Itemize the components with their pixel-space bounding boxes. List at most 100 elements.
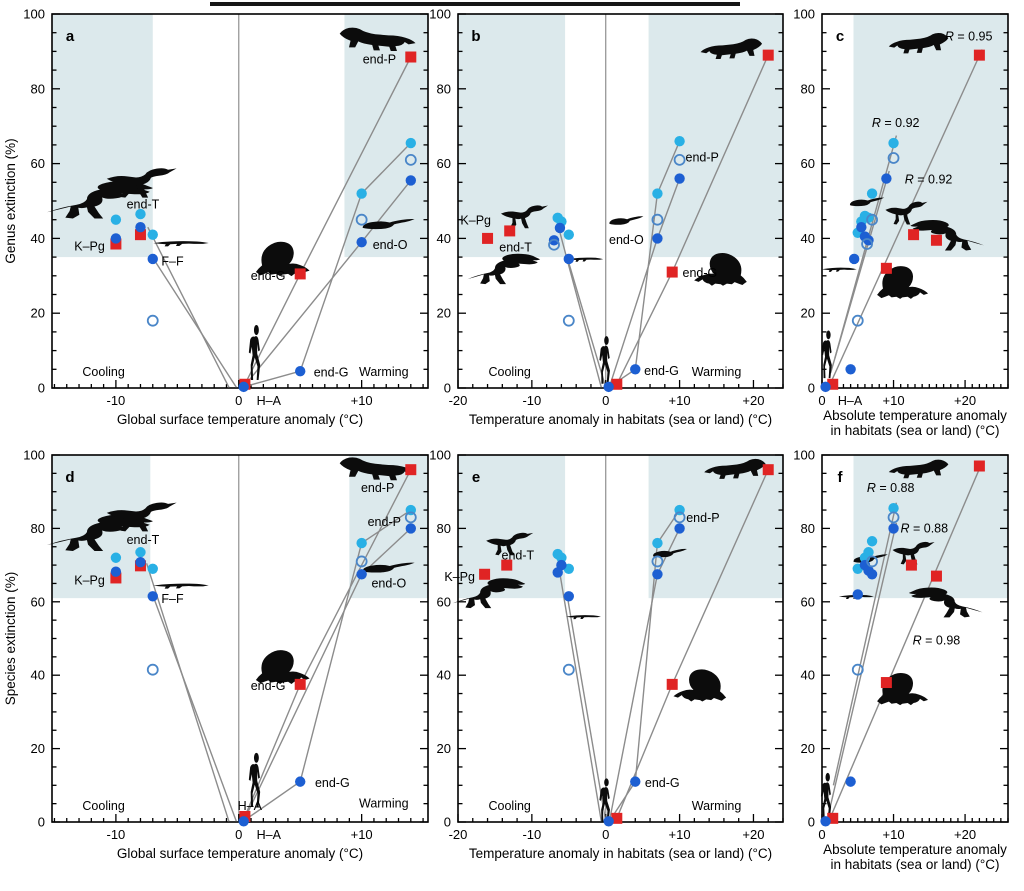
terrestrial-point-red-square [482,232,494,244]
x-tick-label: +10 [351,393,373,408]
connector-line [832,502,898,786]
y-tick-label: 40 [801,231,815,246]
x-axis-title: Global surface temperature anomaly (°C) [117,412,363,427]
terrestrial-point-red-square [973,460,985,472]
y-tick-label: 20 [31,306,45,321]
gorgonopsid-icon [339,27,416,51]
marine-point-cyan-circle [147,229,158,240]
x-tick-label: +10 [883,827,905,842]
top-crop-bar [210,2,740,6]
annotation-label: Warming [692,365,742,379]
y-tick-label: 80 [801,521,815,536]
annotation-label: end-T [127,533,160,547]
open-circle-point [548,238,560,251]
below-axis-label: H–A [257,828,282,842]
marine-point-blue-circle [888,523,899,534]
x-tick-label: -20 [449,393,468,408]
x-tick-label: +20 [954,393,976,408]
marine-point-cyan-circle [110,552,122,563]
annotation-label: end-T [127,198,160,212]
annotation-label: end-T [502,549,535,563]
panel-letter: e [472,469,480,486]
tick-marks [821,454,1009,823]
annotation-label: end-G [683,266,718,280]
marine-point-blue-circle [405,523,416,534]
annotation-label: R = 0.92 [872,116,920,130]
terrestrial-point-red-square [611,378,623,390]
raptor-icon [500,205,549,229]
y-tick-label: 20 [437,306,451,321]
terrestrial-point-red-square [880,677,892,689]
y-tick-label: 60 [801,156,815,171]
annotation-label: end-G [315,776,350,790]
dimetrodon-icon [877,266,929,299]
y-tick-label: 20 [801,741,815,756]
human-icon [248,324,261,380]
marine-point-cyan-circle [866,188,878,199]
y-tick-label: 80 [31,81,45,96]
gorgonopsid-icon [888,459,949,479]
marine-point-blue-circle [552,567,563,578]
annotation-label: R = 0.92 [905,172,953,186]
marine-point-blue-circle [238,381,249,393]
x-tick-label: -20 [449,827,468,842]
tick-marks [457,13,784,389]
connector-line [243,142,412,388]
marine-point-blue-circle [135,556,146,568]
marine-point-blue-circle [147,591,158,602]
marine-point-blue-circle [820,381,831,393]
terrestrial-point-red-square [294,678,306,690]
annotation-label: R = 0.88 [867,481,915,495]
marine-point-blue-circle [147,253,158,265]
y-tick-label: 80 [437,521,451,536]
marine-point-blue-circle [356,569,367,580]
y-tick-label: 100 [23,448,45,463]
marine-point-blue-circle [356,236,367,248]
y-tick-label: 40 [801,668,815,683]
connector-line [828,462,983,821]
marine-point-cyan-circle [135,547,146,558]
connector-line [566,257,607,388]
panel-e: -20 -10 0 +10 +20 0 20 40 60 80 100 K–Pg end-T end-P e… [429,448,784,861]
salamander-icon [153,583,209,589]
y-tick-label: 40 [31,668,45,683]
x-tick-label: 0 [602,393,609,408]
annotation-label: H–A [238,799,263,813]
marine-point-cyan-circle [356,537,367,549]
marine-point-blue-circle [852,589,863,600]
fish-icon [362,219,415,230]
x-axis-title: Temperature anomaly in habitats (sea or … [469,846,772,861]
trex-icon [910,220,984,251]
annotation-label: end-P [368,515,401,529]
marine-point-cyan-circle [652,188,663,199]
x-tick-label: +10 [883,393,905,408]
x-axis-title: Temperature anomaly in habitats (sea or … [469,412,772,427]
dimetrodon-icon [255,650,310,685]
terrestrial-point-red-square [827,812,839,824]
marine-point-blue-circle [848,253,860,265]
y-tick-label: 0 [444,381,451,396]
annotation-label: end-O [373,238,408,252]
marine-point-cyan-circle [888,503,899,514]
x-tick-label: 0 [235,393,242,408]
x-tick-label: -10 [522,393,541,408]
raptor-icon [106,502,177,532]
annotation-label: end-T [499,240,532,254]
terrestrial-point-red-square [110,238,122,250]
raptor-icon [486,532,534,556]
terrestrial-point-red-square [880,262,892,274]
x-tick-label: -10 [106,827,125,842]
marine-point-cyan-circle [563,229,574,240]
dimetrodon-icon [673,669,727,702]
marine-point-cyan-circle [556,552,567,563]
y-axis-title: Genus extinction (%) [3,138,18,263]
y-tick-label: 60 [437,594,451,609]
raptor-icon [892,541,935,565]
tick-marks [52,454,428,823]
open-circle-point [355,555,368,568]
salamander-icon [821,267,857,272]
annotation-label: end-G [644,364,679,378]
gorgonopsid-icon [700,38,763,59]
y-tick-label: 60 [31,594,45,609]
open-circle-point [146,663,159,676]
